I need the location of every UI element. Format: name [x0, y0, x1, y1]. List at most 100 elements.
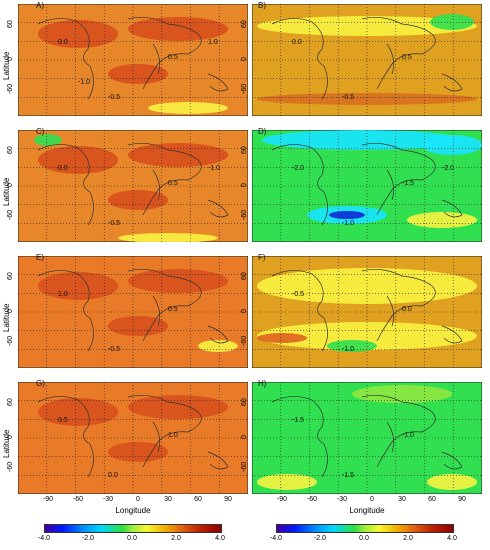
panel-D-contour-label: -2.0	[442, 165, 454, 172]
panel-G-ytick: -60	[7, 461, 14, 472]
panel-C-ytick: 60	[7, 146, 14, 154]
panel-G-ytick: 60	[7, 398, 14, 406]
panel-C-label: C)	[36, 127, 45, 136]
panel-G-contour-label: 1.0	[168, 432, 178, 439]
colorbar-tick-left: -4.0	[37, 535, 51, 542]
panel-A-ytick: 60	[7, 20, 14, 28]
panel-C-region-1	[128, 143, 228, 167]
panel-F: -0.5 0.0 -1.0	[252, 256, 482, 368]
panel-D-ytick: 0	[241, 183, 248, 187]
panel-E-map: 1.0 0.5 -0.5	[18, 256, 248, 368]
panel-A-region-3	[148, 102, 228, 114]
panel-B-map: 0.0 0.5 -0.5	[252, 4, 482, 116]
panel-D-ytick: -60	[241, 209, 248, 220]
panel-H-map: -1.5 -1.0 -1.5	[252, 382, 482, 494]
panel-B-ytick: -60	[241, 83, 248, 94]
panel-C-coastline-2	[152, 169, 160, 201]
panel-B: 0.0 0.5 -0.5	[252, 4, 482, 116]
panel-A-coastline-1	[127, 17, 202, 90]
panel-D-coastline-3	[441, 199, 463, 218]
panel-E-contour-label: 0.5	[168, 306, 178, 313]
panel-F-coastline-3	[441, 325, 463, 344]
panel-H-xtick: 0	[370, 496, 374, 503]
panel-G-coastline-1	[127, 395, 202, 468]
panel-G-region-0	[38, 398, 118, 426]
panel-H-xtick: 30	[398, 496, 406, 503]
panel-C-contour-label: -0.5	[108, 220, 120, 227]
panel-D-coastline-1	[361, 143, 436, 216]
panel-H-ytick: 60	[241, 398, 248, 406]
panel-D-contour-label: -1.5	[402, 180, 414, 187]
colorbar-tick-left: 2.0	[171, 535, 181, 542]
panel-E-ytick: 60	[7, 272, 14, 280]
colorbar-left	[44, 524, 222, 533]
panel-H-coastline-3	[441, 451, 463, 470]
panel-G-region-2	[108, 442, 168, 462]
panel-B-region-1	[430, 14, 474, 30]
panel-H-coastline-1	[361, 395, 436, 468]
panel-H-ytick: -60	[241, 461, 248, 472]
panel-E-coastline-2	[152, 295, 160, 327]
panel-F-map: -0.5 0.0 -1.0	[252, 256, 482, 368]
panel-E-region-1	[128, 269, 228, 293]
panel-A-region-0	[38, 20, 118, 48]
panel-A-ylabel: Latitude	[2, 51, 11, 80]
panel-C-ytick: -60	[7, 209, 14, 220]
colorbar-right	[276, 524, 454, 533]
panel-G-xtick: -90	[42, 496, 54, 503]
colorbar-tick-right: 0.0	[359, 535, 369, 542]
panel-A: 0.0 0.5 -0.5 1.0 -1.0	[18, 4, 248, 116]
panel-A-ytick: -60	[7, 83, 14, 94]
panel-E-ytick: -60	[7, 335, 14, 346]
panel-C-region-3	[34, 134, 62, 146]
panel-H-xtick: -60	[306, 496, 318, 503]
panel-C-coastline-1	[127, 143, 202, 216]
colorbar-tick-right: -2.0	[313, 535, 327, 542]
panel-B-coastline-3	[441, 73, 463, 92]
colorbar-tick-right: 4.0	[447, 535, 457, 542]
panel-H-xtick: -30	[336, 496, 348, 503]
panel-F-contour-label: -1.0	[342, 346, 354, 353]
panel-G-xtick: -60	[72, 496, 84, 503]
panel-A-contour-label: -1.0	[78, 79, 90, 86]
panel-H-coastline-2	[386, 421, 394, 453]
panel-E-label: E)	[36, 253, 44, 262]
panel-G-xtick: -30	[102, 496, 114, 503]
panel-H-region-2	[427, 474, 477, 490]
panel-G-xtick: 60	[194, 496, 202, 503]
panel-C-coastline-3	[207, 199, 229, 218]
panel-F-coastline-2	[386, 295, 394, 327]
panel-G-map: 0.5 1.0 0.0	[18, 382, 248, 494]
panel-D-contour-label: -2.0	[292, 165, 304, 172]
panel-B-region-2	[257, 93, 477, 105]
panel-H-region-1	[257, 474, 317, 490]
panel-F-ytick: 60	[241, 272, 248, 280]
panel-C-region-2	[108, 190, 168, 210]
panel-H-region-0	[352, 385, 452, 403]
panel-B-ytick: 0	[241, 57, 248, 61]
panel-C-contour-label: 0.0	[58, 165, 68, 172]
panel-D: -2.0 -1.5 -1.0 -2.0	[252, 130, 482, 242]
panel-H-xtick: 60	[428, 496, 436, 503]
colorbar-tick-right: 2.0	[403, 535, 413, 542]
panel-B-contour-label: 0.0	[292, 39, 302, 46]
panel-G-label: G)	[36, 379, 45, 388]
panel-E-region-0	[38, 272, 118, 300]
panel-H-xlabel: Longitude	[349, 506, 385, 515]
panel-D-ytick: 60	[241, 146, 248, 154]
panel-C-map: 0.0 0.5 -0.5 -1.0	[18, 130, 248, 242]
panel-F-label: F)	[258, 253, 266, 262]
panel-E-coastline-0	[37, 270, 94, 352]
panel-A-map: 0.0 0.5 -0.5 1.0 -1.0	[18, 4, 248, 116]
panel-E-coastline-1	[127, 269, 202, 342]
panel-C-contour-label: -1.0	[208, 165, 220, 172]
panel-B-coastline-1	[361, 17, 436, 90]
panel-C-ylabel: Latitude	[2, 177, 11, 206]
panel-G-coastline-0	[37, 396, 94, 478]
panel-H-xtick: 90	[458, 496, 466, 503]
panel-F-ytick: 0	[241, 309, 248, 313]
panel-B-contour-label: 0.5	[402, 54, 412, 61]
panel-F-coastline-1	[361, 269, 436, 342]
panel-G-coastline-2	[152, 421, 160, 453]
panel-E-region-2	[108, 316, 168, 336]
